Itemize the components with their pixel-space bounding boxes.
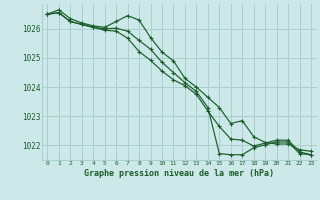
X-axis label: Graphe pression niveau de la mer (hPa): Graphe pression niveau de la mer (hPa) (84, 169, 274, 178)
